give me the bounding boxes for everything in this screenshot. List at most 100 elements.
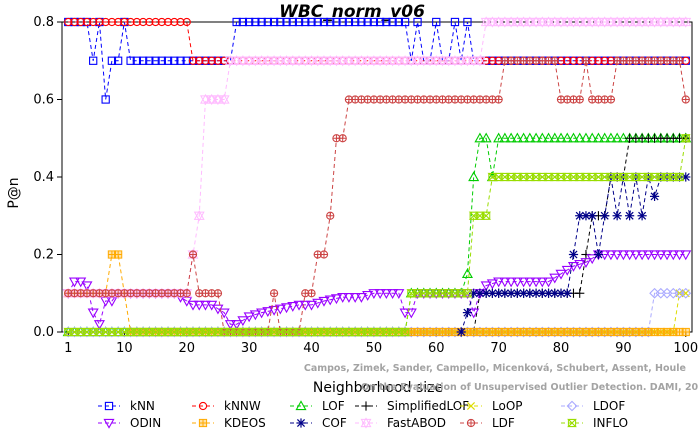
x-axis-label: Neighborhood size bbox=[313, 380, 443, 396]
data-point bbox=[163, 17, 173, 27]
data-point bbox=[600, 327, 609, 337]
x-tick-label: 1 bbox=[64, 341, 72, 356]
x-tick-label: 70 bbox=[490, 341, 507, 356]
data-point bbox=[605, 16, 617, 28]
data-point bbox=[649, 191, 660, 201]
legend-label: SimplifiedLOF bbox=[387, 399, 469, 413]
data-point bbox=[363, 17, 372, 27]
data-point bbox=[382, 17, 391, 27]
data-point bbox=[580, 16, 592, 28]
data-point bbox=[611, 132, 623, 143]
data-point bbox=[282, 17, 291, 27]
data-point bbox=[400, 327, 410, 337]
data-point bbox=[281, 303, 293, 314]
data-point bbox=[87, 308, 99, 319]
legend-marker bbox=[198, 401, 208, 411]
data-point bbox=[126, 56, 135, 65]
series-simplifiedlof bbox=[400, 133, 691, 337]
data-point bbox=[625, 211, 635, 221]
data-point bbox=[511, 132, 523, 143]
data-point bbox=[567, 132, 580, 143]
data-point bbox=[337, 55, 349, 67]
data-point bbox=[126, 17, 135, 27]
data-point bbox=[518, 288, 529, 298]
data-point bbox=[499, 132, 511, 143]
legend-label: LOF bbox=[322, 399, 345, 413]
legend-item-ldof: LDOF bbox=[561, 399, 625, 413]
citation-note: Campos, Zimek, Sander, Campello, Micenko… bbox=[304, 363, 686, 374]
data-point bbox=[480, 16, 492, 28]
data-point bbox=[89, 17, 98, 27]
y-tick-label: 0.6 bbox=[33, 93, 54, 108]
data-point bbox=[518, 277, 530, 288]
data-point bbox=[238, 17, 248, 27]
x-tick-label: 20 bbox=[178, 341, 195, 356]
data-point bbox=[294, 17, 304, 27]
data-point bbox=[244, 17, 254, 27]
data-point bbox=[655, 16, 667, 28]
x-tick-label: 60 bbox=[428, 341, 445, 356]
data-point bbox=[182, 17, 191, 27]
y-tick-label: 0.2 bbox=[33, 248, 54, 263]
legend-label: kNN bbox=[130, 399, 155, 413]
data-point bbox=[580, 132, 592, 143]
data-point bbox=[319, 250, 329, 259]
data-point bbox=[257, 17, 266, 27]
data-point bbox=[667, 16, 679, 28]
data-point bbox=[312, 298, 324, 309]
data-point bbox=[338, 134, 347, 143]
data-point bbox=[380, 289, 392, 299]
data-point bbox=[318, 296, 330, 307]
series-line bbox=[68, 138, 687, 333]
data-point bbox=[120, 17, 129, 27]
data-point bbox=[536, 132, 548, 143]
data-point bbox=[380, 55, 392, 67]
data-point bbox=[468, 55, 480, 67]
data-point bbox=[605, 250, 617, 261]
data-point bbox=[617, 250, 629, 261]
data-point bbox=[170, 56, 179, 65]
data-point bbox=[269, 17, 279, 27]
data-point bbox=[262, 307, 274, 318]
data-point bbox=[680, 134, 691, 143]
data-point bbox=[262, 55, 274, 67]
data-point bbox=[206, 93, 218, 106]
legend-marker bbox=[361, 401, 371, 411]
data-point bbox=[176, 17, 185, 27]
series-line bbox=[68, 137, 686, 333]
data-point bbox=[293, 55, 305, 67]
data-point bbox=[231, 320, 243, 330]
data-point bbox=[337, 292, 349, 303]
data-point bbox=[612, 211, 622, 221]
data-point bbox=[344, 17, 354, 27]
legend-label: INFLO bbox=[593, 416, 628, 430]
data-point bbox=[388, 17, 397, 27]
data-point bbox=[530, 277, 542, 288]
data-point bbox=[456, 327, 466, 337]
data-point bbox=[494, 95, 503, 104]
legend-item-simplifiedlof: SimplifiedLOF bbox=[355, 399, 469, 413]
legend-label: COF bbox=[322, 416, 347, 430]
data-point bbox=[312, 55, 324, 67]
data-point bbox=[357, 17, 366, 27]
data-point bbox=[493, 132, 505, 143]
data-point bbox=[318, 55, 330, 67]
data-point bbox=[600, 56, 609, 65]
y-tick-label: 0.0 bbox=[33, 325, 54, 340]
data-point bbox=[674, 16, 685, 28]
data-point bbox=[319, 17, 329, 27]
data-point bbox=[462, 308, 473, 318]
data-point bbox=[269, 289, 279, 298]
data-point bbox=[182, 289, 191, 298]
data-point bbox=[649, 16, 661, 28]
data-point bbox=[505, 132, 517, 143]
data-point bbox=[499, 16, 511, 28]
data-point bbox=[680, 16, 692, 28]
data-point bbox=[569, 56, 578, 65]
data-point bbox=[499, 277, 511, 288]
data-point bbox=[151, 56, 160, 65]
data-point bbox=[561, 265, 573, 276]
data-point bbox=[474, 132, 486, 143]
series-line bbox=[405, 137, 686, 333]
